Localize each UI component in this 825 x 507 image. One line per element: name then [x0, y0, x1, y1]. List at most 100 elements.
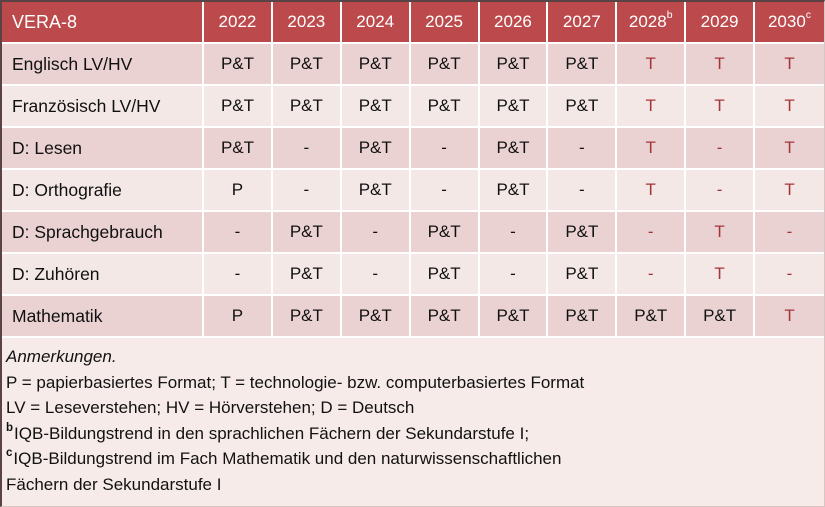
- table-cell: -: [479, 254, 549, 296]
- vera8-schedule-table: VERA-8 2022 2023 2024 2025 2026 2027 2028b 2029…: [2, 2, 824, 338]
- table-row: D: Zuhören - P&T - P&T - P&T - T -: [2, 254, 824, 296]
- table-cell: P&T: [272, 212, 342, 254]
- column-header-superscript: c: [805, 9, 812, 22]
- column-header-2027: 2027: [548, 2, 618, 44]
- table-cell: T: [617, 128, 687, 170]
- table-cell: P&T: [341, 296, 411, 338]
- column-header-label: 2026: [494, 12, 532, 31]
- table-cell: -: [617, 254, 687, 296]
- row-label: D: Zuhören: [2, 254, 205, 296]
- notes-line-text: Anmerkungen.: [6, 347, 117, 366]
- row-label: D: Orthografie: [2, 170, 205, 212]
- table-cell: P&T: [341, 128, 411, 170]
- table-cell: P&T: [410, 296, 480, 338]
- table-cell: T: [617, 170, 687, 212]
- table-cell: P&T: [479, 296, 549, 338]
- table-cell: P&T: [204, 44, 273, 86]
- table-cell: -: [272, 128, 342, 170]
- table-cell: T: [686, 44, 756, 86]
- table-cell: P&T: [341, 86, 411, 128]
- notes-line-text: IQB-Bildungstrend in den sprachlichen Fä…: [14, 423, 530, 443]
- notes-line: LV = Leseverstehen; HV = Hörverstehen; D…: [6, 395, 824, 421]
- table-row: Mathematik P P&T P&T P&T P&T P&T P&T P&T T: [2, 296, 824, 338]
- notes-line: P = papierbasiertes Format; T = technolo…: [6, 370, 824, 396]
- table-cell: P&T: [272, 254, 342, 296]
- table-cell: -: [341, 254, 411, 296]
- table-cell: -: [204, 254, 273, 296]
- table-row: Englisch LV/HV P&T P&T P&T P&T P&T P&T T T T: [2, 44, 824, 86]
- table-cell: T: [755, 44, 824, 86]
- table-cell: P&T: [272, 44, 342, 86]
- table-cell: P&T: [410, 86, 480, 128]
- column-header-2025: 2025: [410, 2, 480, 44]
- table-body: Englisch LV/HV P&T P&T P&T P&T P&T P&T T T T Franz…: [2, 44, 824, 338]
- notes-line: Anmerkungen.: [6, 344, 824, 370]
- table-cell: P: [204, 296, 273, 338]
- notes-line: cIQB-Bildungstrend im Fach Mathematik un…: [6, 446, 824, 472]
- table-cell: -: [548, 128, 618, 170]
- column-header-label: 2028: [628, 12, 667, 31]
- notes-line-text: LV = Leseverstehen; HV = Hörverstehen; D…: [6, 398, 415, 417]
- column-header-2024: 2024: [341, 2, 411, 44]
- table-cell: P&T: [548, 44, 618, 86]
- table-row: Französisch LV/HV P&T P&T P&T P&T P&T P&T T T T: [2, 86, 824, 128]
- table-cell: P&T: [548, 296, 618, 338]
- column-header-label: 2030: [767, 12, 806, 31]
- table-cell: P&T: [204, 128, 273, 170]
- table-cell: T: [686, 254, 756, 296]
- column-header-label: 2025: [425, 12, 463, 31]
- table-cell: P&T: [548, 86, 618, 128]
- notes-line-text: Fächern der Sekundarstufe I: [6, 474, 222, 494]
- notes-line-text: IQB-Bildungstrend im Fach Mathematik und…: [13, 449, 562, 468]
- table-cell: P&T: [479, 44, 549, 86]
- row-label: D: Lesen: [2, 128, 205, 170]
- table-cell: -: [617, 212, 687, 254]
- table-cell: -: [548, 170, 618, 212]
- corner-title-label: VERA-8: [12, 11, 78, 32]
- notes-superscript-marker: b: [6, 421, 14, 434]
- table-cell: P&T: [410, 254, 480, 296]
- table-cell: P&T: [204, 86, 273, 128]
- table-cell: T: [755, 296, 824, 338]
- row-label: Englisch LV/HV: [2, 44, 205, 86]
- table-cell: -: [204, 212, 273, 254]
- table-cell: P&T: [272, 86, 342, 128]
- table-cell: T: [686, 212, 756, 254]
- column-header-superscript: b: [666, 9, 673, 22]
- column-header-2022: 2022: [204, 2, 273, 44]
- column-header-2026: 2026: [479, 2, 549, 44]
- table-cell: P&T: [479, 128, 549, 170]
- table-cell: -: [410, 128, 480, 170]
- table-cell: P&T: [341, 44, 411, 86]
- table-cell: T: [617, 86, 687, 128]
- table-cell: P&T: [479, 170, 549, 212]
- table-cell: -: [755, 212, 824, 254]
- table-cell: P&T: [686, 296, 756, 338]
- row-label: Französisch LV/HV: [2, 86, 205, 128]
- row-label: D: Sprachgebrauch: [2, 212, 205, 254]
- table-cell: T: [686, 86, 756, 128]
- table-cell: -: [341, 212, 411, 254]
- notes-line: Fächern der Sekundarstufe I: [6, 472, 824, 498]
- column-header-2030: 2030c: [755, 2, 824, 44]
- row-label: Mathematik: [2, 296, 205, 338]
- notes-superscript-marker: c: [6, 447, 13, 460]
- table-cell: T: [755, 128, 824, 170]
- table-row: D: Lesen P&T - P&T - P&T - T - T: [2, 128, 824, 170]
- table-cell: -: [272, 170, 342, 212]
- notes-line: bIQB-Bildungstrend in den sprachlichen F…: [6, 421, 824, 447]
- column-header-label: 2027: [562, 12, 601, 31]
- table-cell: -: [686, 128, 756, 170]
- table-row: D: Sprachgebrauch - P&T - P&T - P&T - T -: [2, 212, 824, 254]
- table-cell: -: [479, 212, 549, 254]
- table-cell: P&T: [617, 296, 687, 338]
- table-cell: P&T: [410, 212, 480, 254]
- column-header-label: 2022: [218, 12, 257, 31]
- table-cell: T: [755, 170, 824, 212]
- column-header-2029: 2029: [686, 2, 756, 44]
- table-row: D: Orthografie P - P&T - P&T - T - T: [2, 170, 824, 212]
- table-header: VERA-8 2022 2023 2024 2025 2026 2027 2028b 2029…: [2, 2, 824, 44]
- table-cell: -: [755, 254, 824, 296]
- column-header-2028: 2028b: [617, 2, 687, 44]
- table-cell: P&T: [479, 86, 549, 128]
